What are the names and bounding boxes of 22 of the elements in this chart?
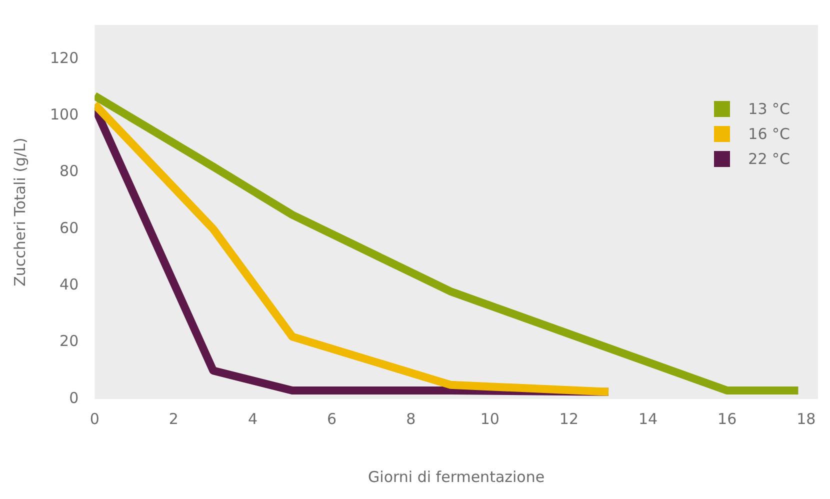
x-tick-label: 8: [406, 410, 416, 428]
x-tick-label: 12: [559, 410, 579, 428]
y-axis-title: Zuccheri Totali (g/L): [10, 138, 29, 286]
y-tick-label: 40: [60, 276, 79, 294]
x-tick-label: 10: [480, 410, 500, 428]
legend-label: 16 °C: [748, 124, 790, 142]
x-axis-title: Giorni di fermentazione: [368, 468, 545, 486]
y-tick-label: 0: [69, 388, 79, 407]
legend-label: 13 °C: [748, 100, 790, 118]
y-tick-label: 100: [50, 106, 79, 124]
x-tick-label: 18: [796, 410, 816, 428]
x-tick-label: 16: [718, 410, 737, 428]
x-tick-label: 4: [248, 410, 258, 428]
x-tick-label: 6: [327, 410, 337, 428]
x-tick-label: 14: [638, 410, 658, 428]
y-tick-label: 80: [60, 162, 79, 180]
legend-label: 22 °C: [748, 150, 790, 168]
y-tick-label: 20: [60, 332, 79, 350]
x-tick-label: 2: [168, 410, 178, 428]
x-tick-label: 0: [90, 410, 100, 428]
y-tick-label: 120: [50, 48, 79, 67]
y-tick-label: 60: [60, 218, 79, 237]
